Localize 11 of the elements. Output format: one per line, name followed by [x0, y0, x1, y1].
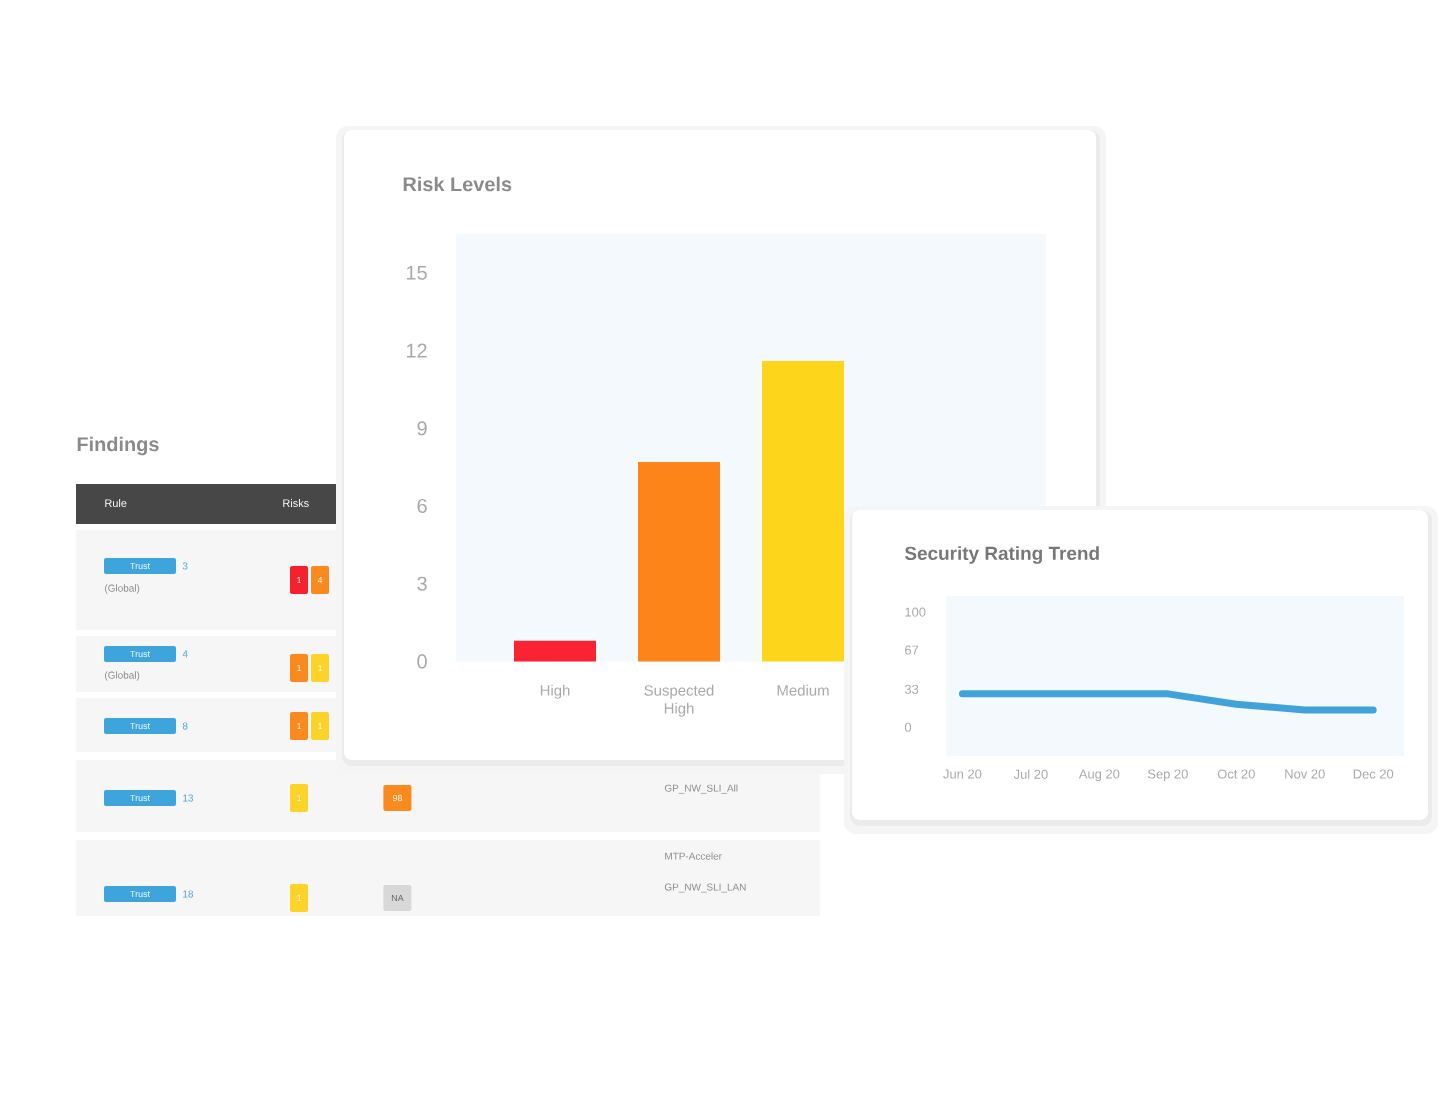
- y-tick-label: 9: [417, 421, 427, 436]
- bar: [638, 461, 721, 662]
- y-tick-label: 15: [406, 265, 427, 280]
- chart-title: Security Rating Trend: [904, 546, 1099, 564]
- y-tick-label: 3: [417, 576, 427, 591]
- y-tick-label: 6: [417, 498, 427, 514]
- y-tick-label: 0: [417, 654, 427, 669]
- text: Findings: [77, 436, 159, 456]
- y-tick-label: 12: [406, 343, 427, 358]
- bar: [762, 360, 845, 662]
- chart-title: Risk Levels: [403, 176, 512, 192]
